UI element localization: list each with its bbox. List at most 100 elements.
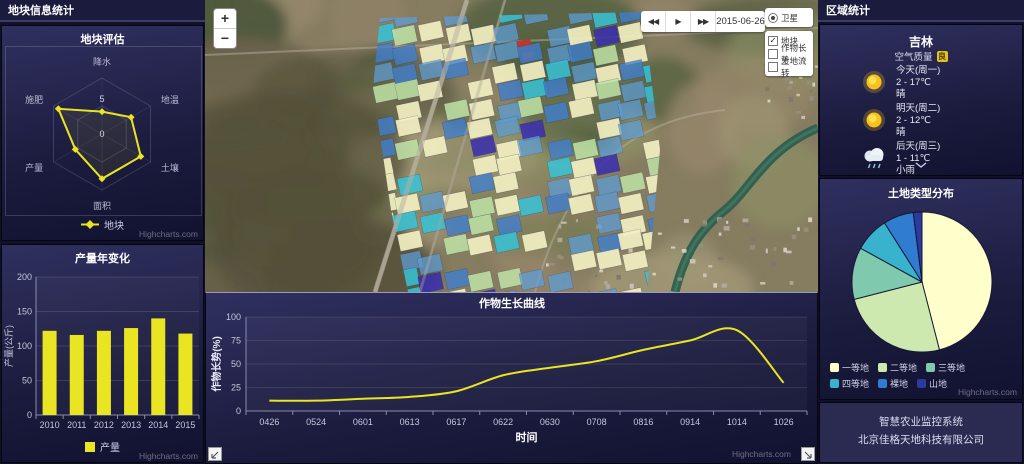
land-parcel[interactable] <box>617 228 644 251</box>
land-parcel[interactable] <box>468 172 496 195</box>
land-parcel[interactable] <box>492 22 520 45</box>
highcharts-credit-link[interactable]: Highcharts.com <box>138 229 198 239</box>
land-parcel[interactable] <box>519 60 547 83</box>
checkbox-icon[interactable]: ✓ <box>768 35 778 46</box>
land-parcel[interactable] <box>442 233 470 256</box>
legend-item-二等地[interactable]: 二等地 <box>878 361 917 374</box>
land-parcel[interactable] <box>516 42 544 65</box>
land-parcel[interactable] <box>595 248 623 271</box>
legend-item-一等地[interactable]: 一等地 <box>830 361 869 374</box>
highcharts-credit-link[interactable]: Highcharts.com <box>731 449 791 459</box>
bar[interactable] <box>69 334 84 415</box>
land-parcel[interactable] <box>466 117 494 140</box>
radar-point[interactable] <box>137 152 145 160</box>
land-parcel[interactable] <box>442 190 469 213</box>
land-parcel[interactable] <box>593 153 621 176</box>
land-parcel[interactable] <box>442 288 470 292</box>
land-parcel[interactable] <box>595 78 622 101</box>
land-parcel[interactable] <box>441 117 469 140</box>
land-parcel[interactable] <box>592 44 620 67</box>
land-parcel[interactable] <box>543 101 570 124</box>
land-parcel[interactable] <box>467 213 495 236</box>
base-layer-satellite[interactable]: 卫星 <box>768 11 810 24</box>
land-parcel[interactable] <box>591 6 619 29</box>
zoom-out-button[interactable]: − <box>220 30 230 46</box>
land-parcel[interactable] <box>497 79 524 102</box>
land-parcel[interactable] <box>495 153 523 176</box>
checkbox-icon[interactable] <box>768 48 778 59</box>
land-parcel[interactable] <box>421 135 449 158</box>
land-parcel[interactable] <box>396 229 424 252</box>
land-parcel[interactable] <box>617 192 645 215</box>
land-parcel[interactable] <box>494 115 521 138</box>
land-parcel[interactable] <box>595 212 623 235</box>
pie-slice-二等地[interactable] <box>853 281 941 353</box>
radar-point[interactable] <box>98 175 106 183</box>
land-parcel[interactable] <box>568 96 595 119</box>
radar-point[interactable] <box>54 105 62 113</box>
land-parcel[interactable] <box>469 42 497 65</box>
land-parcel[interactable] <box>546 156 574 179</box>
legend-item-四等地[interactable]: 四等地 <box>830 377 869 390</box>
legend-item-三等地[interactable]: 三等地 <box>926 361 965 374</box>
land-parcel[interactable] <box>492 171 520 194</box>
land-parcel[interactable] <box>472 288 499 292</box>
land-parcel[interactable] <box>619 171 647 194</box>
layer-item-crop-growth[interactable]: 作物长势 <box>768 43 810 65</box>
land-parcel[interactable] <box>417 20 445 43</box>
land-parcel[interactable] <box>617 287 645 292</box>
zoom-in-button[interactable]: + <box>214 9 236 29</box>
land-parcel[interactable] <box>570 249 598 272</box>
layer-item-land-transfer[interactable]: 土地流转 <box>768 56 810 78</box>
rewind-button[interactable]: ◀◀ <box>641 11 666 32</box>
land-parcel[interactable] <box>468 98 496 121</box>
radar-point[interactable] <box>127 113 135 121</box>
legend-item-裸地[interactable]: 裸地 <box>878 377 908 390</box>
land-parcel[interactable] <box>493 194 521 217</box>
land-parcel[interactable] <box>593 288 620 292</box>
land-parcel[interactable] <box>521 230 549 253</box>
collapse-chart-icon[interactable] <box>208 447 222 461</box>
land-parcel[interactable] <box>617 2 644 24</box>
radar-point[interactable] <box>98 108 106 116</box>
bar[interactable] <box>178 333 193 415</box>
play-button[interactable]: ▶ <box>666 11 691 32</box>
land-parcel[interactable] <box>467 270 495 292</box>
land-parcel[interactable] <box>470 135 497 158</box>
radar-series[interactable] <box>56 107 142 181</box>
highcharts-credit-link[interactable]: Highcharts.com <box>957 387 1017 397</box>
land-parcel[interactable] <box>547 270 574 292</box>
land-parcel[interactable] <box>567 193 595 216</box>
growth-curve[interactable] <box>269 327 785 402</box>
land-parcel[interactable] <box>593 25 620 48</box>
fast-forward-button[interactable]: ▶▶ <box>691 11 716 32</box>
land-parcel[interactable] <box>621 249 649 272</box>
land-parcel[interactable] <box>396 286 424 292</box>
land-parcel[interactable] <box>518 268 546 291</box>
land-parcel[interactable] <box>516 135 544 158</box>
bar[interactable] <box>151 318 166 415</box>
pie-slice-一等地[interactable] <box>921 211 993 351</box>
expand-chart-icon[interactable] <box>801 447 815 461</box>
radar-point[interactable] <box>71 145 79 153</box>
land-parcel[interactable] <box>467 77 494 100</box>
bar[interactable] <box>96 330 111 415</box>
land-parcel[interactable] <box>517 194 545 217</box>
checkbox-icon[interactable] <box>768 61 778 72</box>
land-parcel[interactable] <box>491 62 519 85</box>
legend-item-山地[interactable]: 山地 <box>917 377 947 390</box>
land-parcel[interactable] <box>570 61 598 84</box>
land-parcel[interactable] <box>542 76 570 99</box>
radar-legend[interactable]: 地块 <box>2 217 203 232</box>
land-parcel[interactable] <box>466 233 494 256</box>
land-parcel[interactable] <box>416 253 444 276</box>
land-parcel[interactable] <box>642 137 669 160</box>
land-parcel[interactable] <box>444 214 471 237</box>
land-parcel[interactable] <box>596 135 624 158</box>
land-parcel[interactable] <box>391 24 418 47</box>
land-parcel[interactable] <box>419 211 447 234</box>
land-parcel[interactable] <box>493 231 520 254</box>
land-parcel[interactable] <box>418 58 445 81</box>
land-parcel[interactable] <box>567 41 594 64</box>
land-parcel[interactable] <box>391 43 419 66</box>
